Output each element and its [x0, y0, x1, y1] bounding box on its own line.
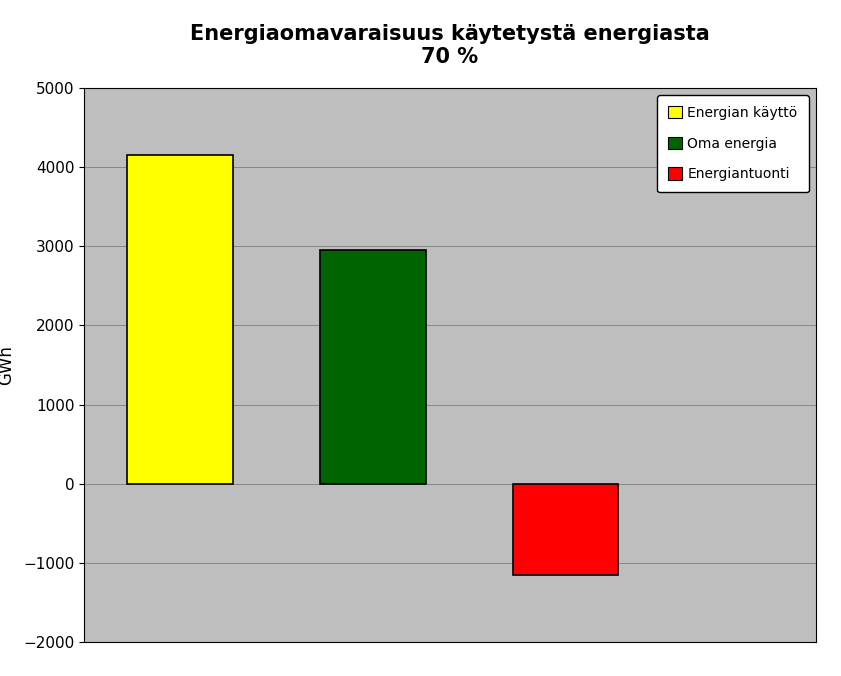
Legend: Energian käyttö, Oma energia, Energiantuonti: Energian käyttö, Oma energia, Energiantu…	[657, 95, 809, 193]
Bar	[128, 155, 233, 484]
Y-axis label: GWh: GWh	[0, 345, 15, 385]
Bar	[512, 484, 618, 575]
Bar	[320, 250, 426, 484]
Title: Energiaomavaraisuus käytetystä energiasta
70 %: Energiaomavaraisuus käytetystä energiast…	[190, 24, 710, 67]
